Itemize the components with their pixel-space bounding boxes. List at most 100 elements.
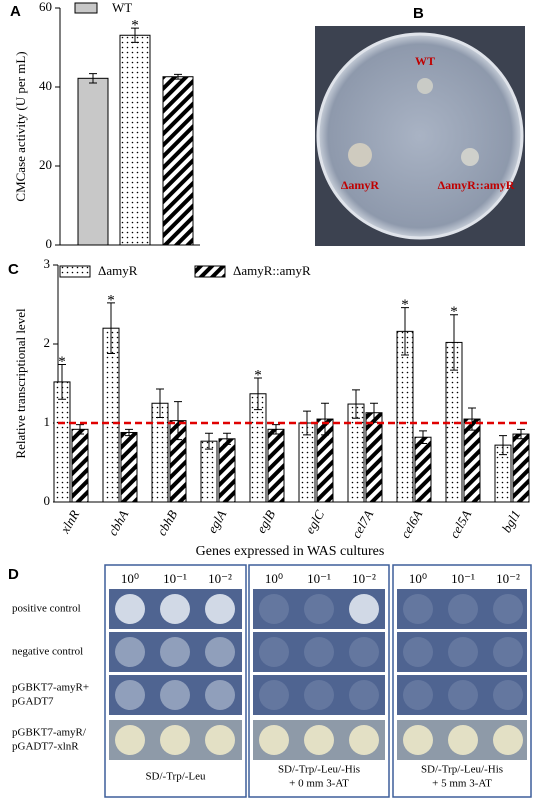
colony-spot	[115, 680, 145, 710]
error-bar	[131, 27, 139, 43]
y-tick-label: 60	[39, 0, 52, 14]
error-bar	[272, 424, 280, 435]
colony-spot	[349, 594, 379, 624]
dilution-label: 10⁰	[409, 571, 427, 586]
assay-image	[253, 675, 385, 715]
plate-label: WT	[415, 54, 435, 68]
error-bar	[499, 435, 507, 456]
colony-spot	[160, 637, 190, 667]
bar	[53, 381, 71, 503]
assay-image	[397, 675, 527, 715]
assay-image	[253, 632, 385, 672]
y-tick-label: 0	[46, 236, 53, 251]
colony-spot	[160, 680, 190, 710]
colony-spot	[205, 594, 235, 624]
condition-label: + 5 mm 3-AT	[432, 778, 492, 790]
error-bar	[174, 401, 182, 441]
bar	[365, 412, 383, 503]
bar	[267, 428, 285, 503]
dilution-label: 10⁻²	[496, 571, 520, 586]
colony-spot	[403, 637, 433, 667]
error-bar	[76, 424, 84, 435]
plate	[316, 32, 524, 240]
legend-label: ΔamyR::amyR	[233, 263, 311, 278]
y-tick-label: 40	[39, 78, 52, 93]
bar	[151, 402, 169, 503]
error-bar	[107, 302, 115, 354]
x-tick-label: cel5A	[446, 507, 474, 540]
condition-label: + 0 mm 3-AT	[289, 778, 349, 790]
colony-spot	[493, 725, 523, 755]
colony-spot	[493, 637, 523, 667]
error-bar	[223, 432, 231, 445]
significance-mark: *	[58, 354, 66, 370]
colony-spot	[304, 637, 334, 667]
colony-spot	[448, 594, 478, 624]
condition-label: SD/-Trp/-Leu/-His	[421, 764, 503, 776]
error-bar	[205, 432, 213, 450]
significance-mark: *	[401, 297, 409, 313]
colony-spot	[349, 725, 379, 755]
dilution-label: 10⁰	[121, 571, 139, 586]
significance-mark: *	[450, 304, 458, 320]
x-tick-label: xlnR	[57, 507, 82, 536]
bar	[77, 77, 109, 246]
error-bar	[125, 428, 133, 437]
error-bar	[254, 377, 262, 411]
error-bar	[468, 407, 476, 431]
bar	[120, 431, 138, 503]
condition-label: SD/-Trp/-Leu/-His	[278, 764, 360, 776]
colony-spot	[259, 680, 289, 710]
x-axis-label: Genes expressed in WAS cultures	[196, 544, 385, 559]
condition-label: SD/-Trp/-Leu	[145, 771, 206, 783]
error-bar	[58, 364, 66, 400]
colony-spot	[115, 637, 145, 667]
dilution-label: 10⁻¹	[307, 571, 331, 586]
row-label: pGBKT7-amyR+	[12, 682, 89, 694]
row-label: negative control	[12, 646, 83, 658]
x-tick-label: eglA	[204, 507, 229, 535]
colony-spot	[304, 594, 334, 624]
plate-label: ΔamyR	[341, 178, 380, 192]
colony-spot	[205, 680, 235, 710]
colony-spot	[403, 680, 433, 710]
colony	[417, 78, 433, 94]
y-tick-label: 0	[44, 493, 51, 508]
legend-label: WT	[112, 0, 132, 15]
colony-spot	[160, 725, 190, 755]
assay-image	[109, 632, 242, 672]
x-tick-label: cbhA	[105, 507, 131, 538]
legend-label: ΔamyR	[98, 263, 138, 278]
legend-swatch	[59, 265, 91, 278]
colony-spot	[448, 725, 478, 755]
colony-spot	[259, 594, 289, 624]
colony	[461, 148, 479, 166]
row-label: positive control	[12, 603, 81, 615]
colony	[348, 143, 372, 167]
panel-label: B	[413, 5, 424, 22]
panel-label: C	[8, 261, 19, 278]
significance-mark: *	[254, 367, 262, 383]
colony-spot	[160, 594, 190, 624]
significance-mark: *	[131, 18, 139, 34]
assay-image	[397, 632, 527, 672]
colony-spot	[448, 637, 478, 667]
colony-spot	[259, 725, 289, 755]
colony-spot	[259, 637, 289, 667]
error-bar	[419, 430, 427, 445]
error-bar	[450, 314, 458, 371]
error-bar	[517, 428, 525, 440]
bar	[102, 327, 120, 503]
x-tick-label: bgl1	[499, 507, 524, 535]
dilution-label: 10⁻¹	[451, 571, 475, 586]
bar	[119, 34, 151, 246]
bar	[414, 436, 432, 503]
error-bar	[352, 389, 360, 419]
plate-label: ΔamyR::amyR	[438, 178, 515, 192]
colony-spot	[304, 680, 334, 710]
bar	[218, 438, 236, 503]
panel-label: A	[10, 3, 21, 20]
colony-spot	[493, 594, 523, 624]
y-axis-label: Relative transcriptional level	[13, 308, 28, 459]
